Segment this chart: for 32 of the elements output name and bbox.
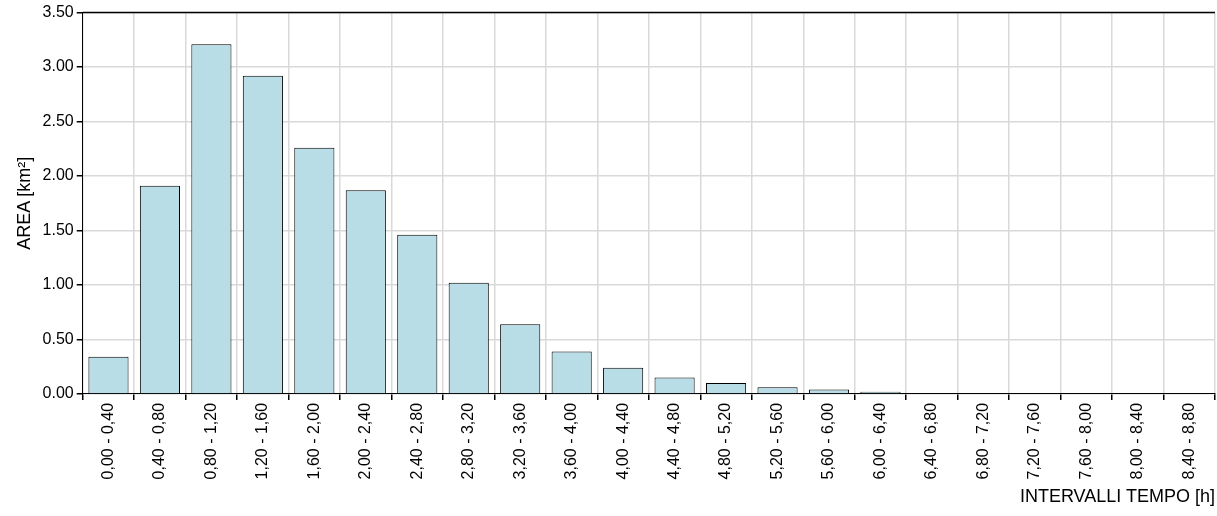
- x-tick-label: 6,80 - 7,20: [973, 402, 991, 480]
- x-tick-label: 7,60 - 8,00: [1076, 402, 1094, 480]
- y-tick-label: 2.00: [42, 166, 74, 184]
- x-tick-label: 3,20 - 3,60: [510, 402, 528, 480]
- x-tick-label: 4,00 - 4,40: [613, 402, 631, 480]
- x-tick-label: 2,40 - 2,80: [407, 402, 425, 480]
- y-tick-label: 0.00: [42, 384, 74, 402]
- x-tick-label: 8,00 - 8,40: [1128, 402, 1146, 480]
- x-tick-label: 4,40 - 4,80: [665, 402, 683, 480]
- x-tick-label: 2,80 - 3,20: [459, 402, 477, 480]
- y-tick-label: 0.50: [42, 329, 74, 347]
- x-tick-label: 0,40 - 0,80: [150, 402, 168, 480]
- x-tick-label: 3,60 - 4,00: [562, 402, 580, 480]
- x-tick-label: 5,60 - 6,00: [819, 402, 837, 480]
- y-tick-label: 2.50: [42, 111, 74, 129]
- x-tick-label: 8,40 - 8,80: [1179, 402, 1197, 480]
- x-tick-label: 4,80 - 5,20: [716, 402, 734, 480]
- x-tick-label: 1,20 - 1,60: [253, 402, 271, 480]
- y-tick-label: 3.50: [42, 3, 74, 21]
- x-tick-label: 0,80 - 1,20: [201, 402, 219, 480]
- x-tick-label: 2,00 - 2,40: [356, 402, 374, 480]
- y-tick-label: 1.50: [42, 220, 74, 238]
- x-tick-label: 7,20 - 7,60: [1025, 402, 1043, 480]
- x-tick-label: 6,40 - 6,80: [922, 402, 940, 480]
- x-tick-label: 6,00 - 6,40: [870, 402, 888, 480]
- x-axis-title: INTERVALLI TEMPO [h]: [1019, 486, 1215, 507]
- x-tick-label: 0,00 - 0,40: [98, 402, 116, 480]
- y-tick-label: 3.00: [42, 57, 74, 75]
- y-axis-title: AREA [km²]: [13, 156, 34, 250]
- x-tick-label: 5,20 - 5,60: [767, 402, 785, 480]
- x-tick-label: 1,60 - 2,00: [304, 402, 322, 480]
- y-tick-label: 1.00: [42, 275, 74, 293]
